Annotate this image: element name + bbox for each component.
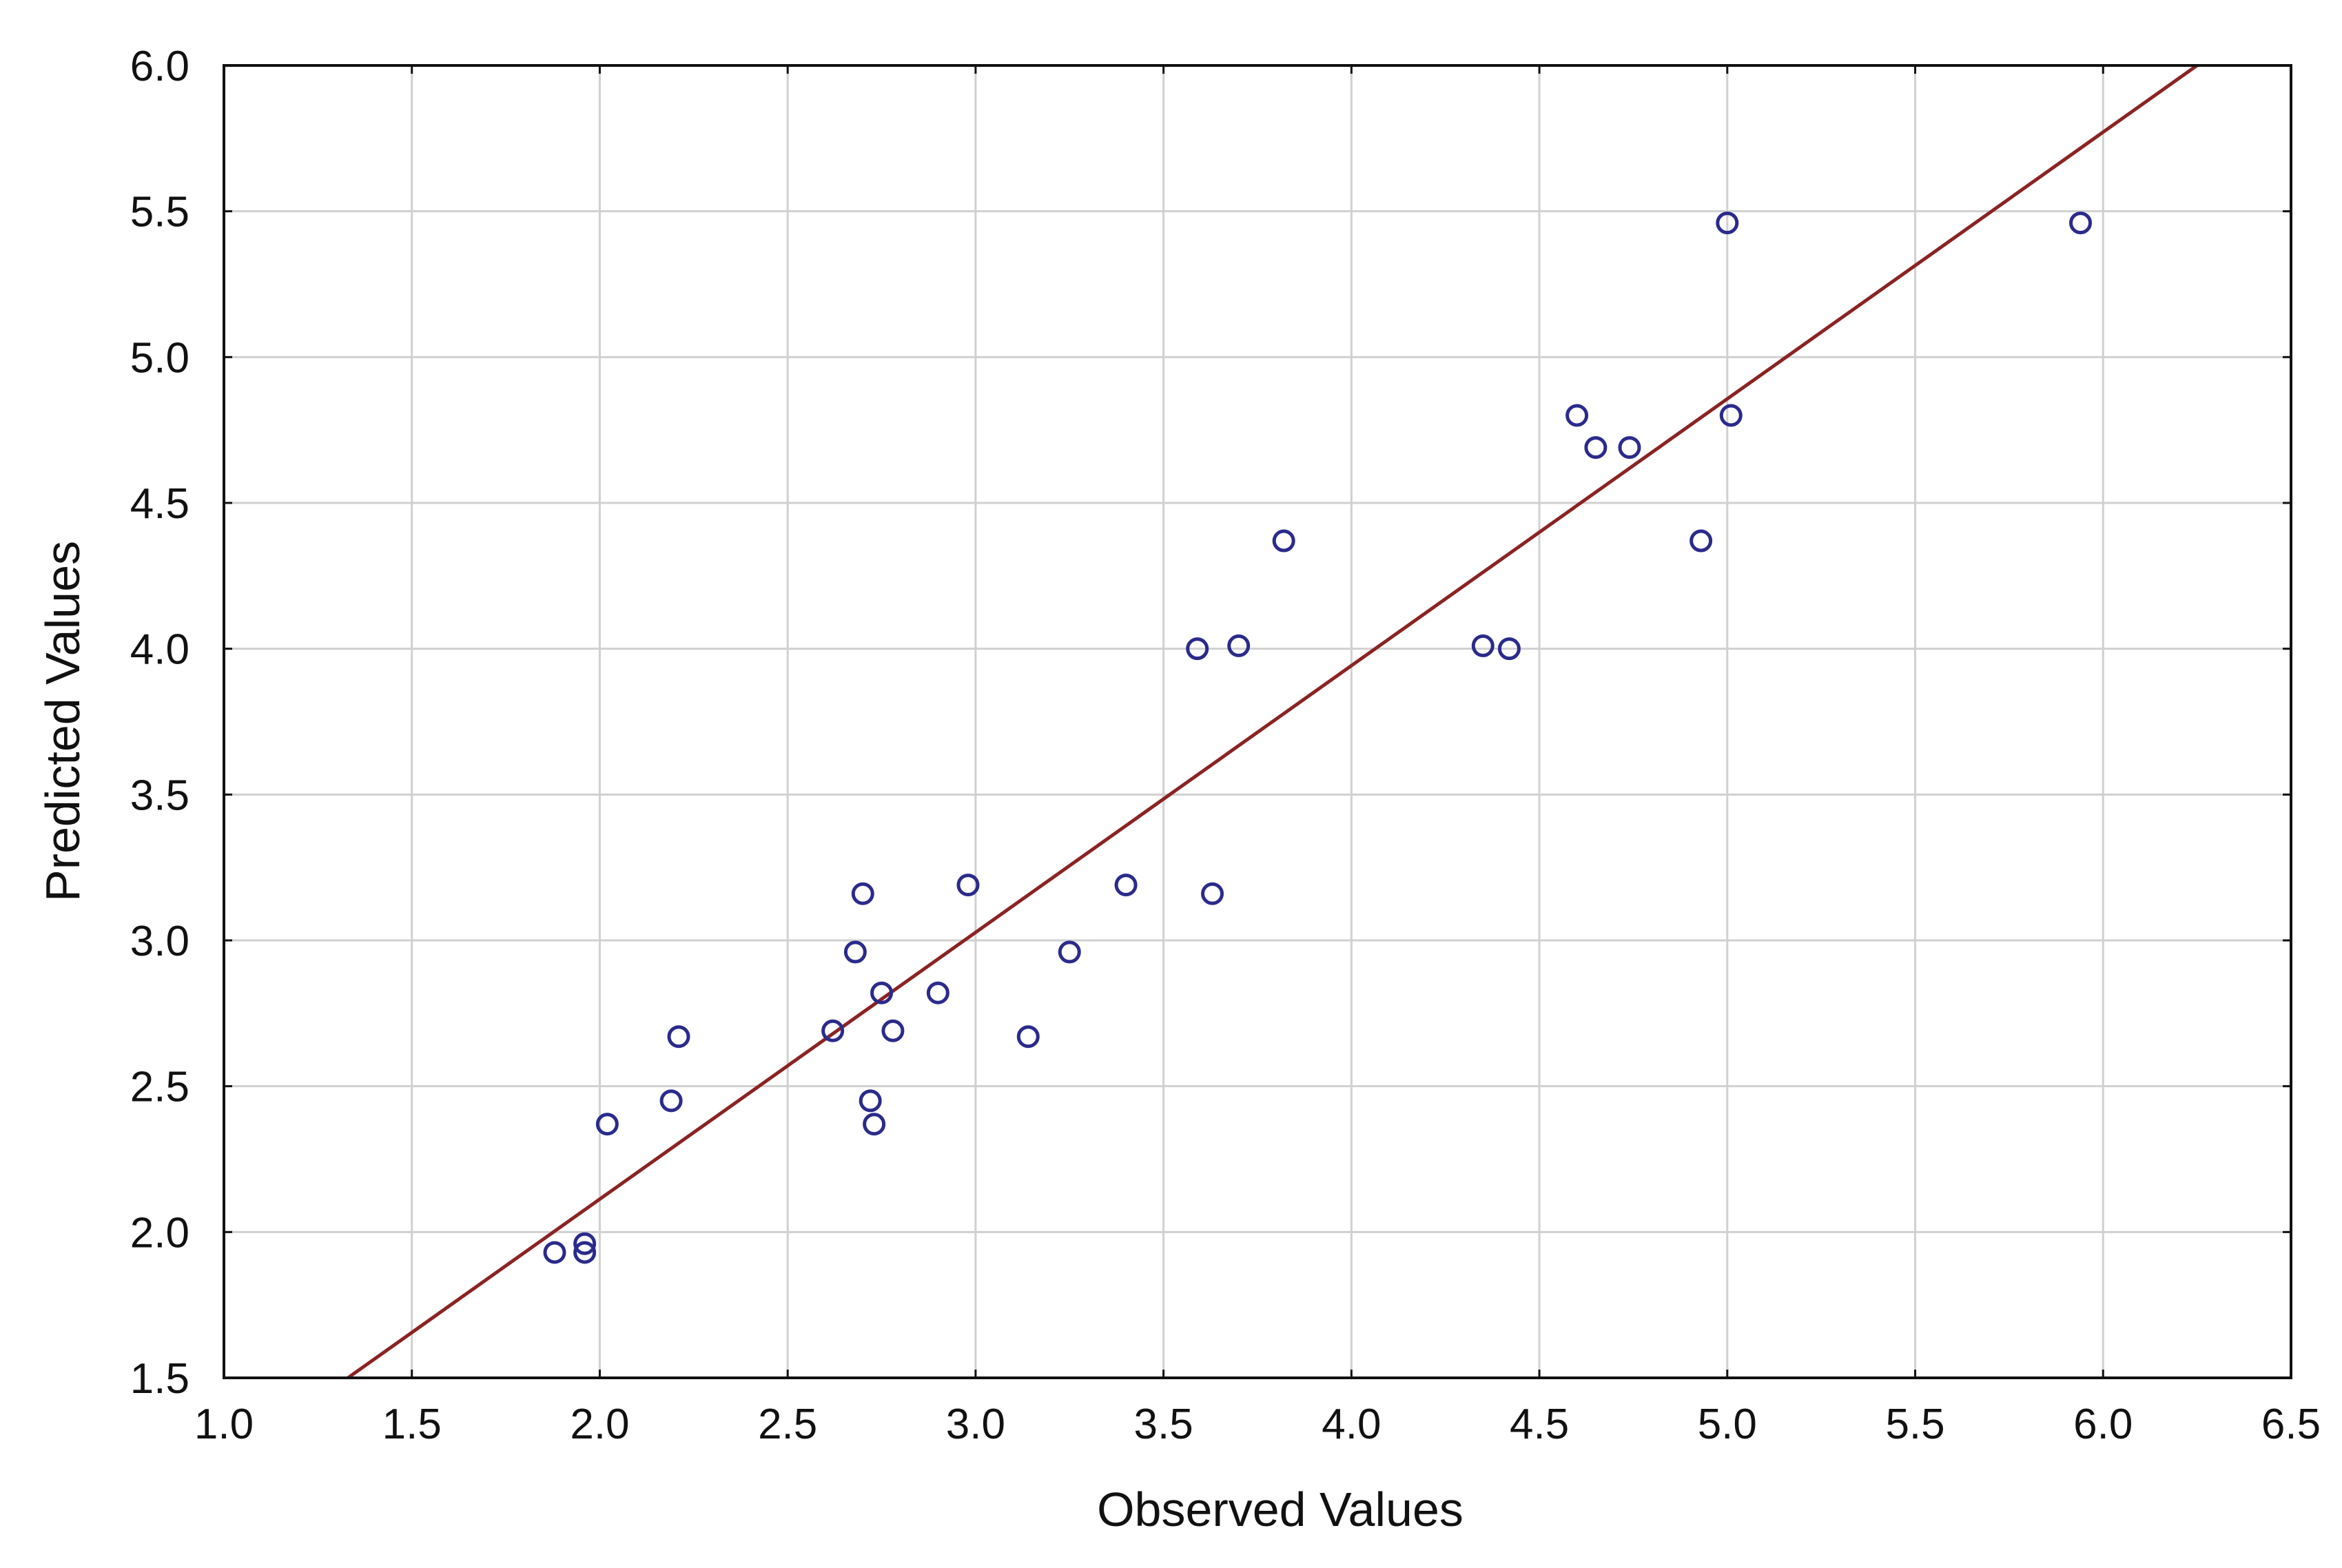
data-point	[881, 1019, 905, 1042]
data-point	[926, 981, 949, 1004]
x-tick-label: 1.5	[382, 1401, 442, 1448]
x-tick-label: 6.0	[2073, 1401, 2133, 1448]
data-point	[1618, 436, 1641, 460]
points-layer	[543, 212, 2093, 1264]
x-tick-label: 5.5	[1885, 1401, 1944, 1448]
data-point	[1719, 404, 1743, 427]
x-tick-labels: 1.0 1.5 2.0 2.5 3.0 3.5 4.0 4.5 5.0 5.5 6.0 6.5	[194, 1401, 2321, 1448]
data-point	[1186, 637, 1209, 661]
x-tick-label: 1.0	[194, 1401, 254, 1448]
y-tick-labels: 1.5 2.0 2.5 3.0 3.5 4.0 4.5 5.0 5.5 6.0	[130, 43, 189, 1403]
data-point	[1497, 637, 1521, 661]
data-point	[667, 1025, 690, 1049]
data-point	[821, 1019, 845, 1042]
data-point	[843, 940, 867, 964]
data-point	[1565, 404, 1589, 427]
data-point	[595, 1113, 619, 1136]
y-tick-label: 5.5	[130, 189, 189, 236]
data-point	[1716, 212, 1739, 235]
data-point	[870, 981, 894, 1004]
y-tick-label: 3.0	[130, 918, 189, 965]
y-tick-label: 4.0	[130, 626, 189, 674]
data-point	[1584, 436, 1607, 460]
y-tick-label: 4.5	[130, 480, 189, 528]
data-point	[1227, 634, 1251, 657]
data-point	[573, 1241, 597, 1264]
x-axis-label: Observed Values	[1097, 1483, 1463, 1536]
grid	[224, 65, 2291, 1378]
data-point	[863, 1113, 886, 1136]
plot-frame	[223, 64, 2292, 1379]
x-tick-label: 3.5	[1134, 1401, 1193, 1448]
y-tick-label: 2.5	[130, 1064, 189, 1111]
fit-line-layer	[347, 63, 2199, 1380]
x-tick-label: 4.5	[1510, 1401, 1569, 1448]
data-point	[1114, 874, 1138, 897]
x-tick-label: 2.5	[758, 1401, 817, 1448]
y-tick-label: 6.0	[130, 43, 189, 90]
data-point	[1058, 940, 1081, 964]
data-point	[1471, 634, 1494, 657]
data-point	[2069, 212, 2093, 235]
data-point	[659, 1089, 683, 1113]
data-point	[573, 1232, 597, 1255]
y-axis-label: Predicted Values	[36, 541, 90, 902]
data-point	[1689, 529, 1713, 553]
data-point	[1272, 529, 1295, 553]
data-point	[851, 882, 874, 905]
x-tick-label: 6.5	[2261, 1401, 2321, 1448]
data-point	[1016, 1025, 1040, 1049]
y-tick-label: 5.0	[130, 334, 189, 382]
data-point	[1201, 882, 1224, 905]
x-tick-label: 5.0	[1698, 1401, 1757, 1448]
regression-line	[347, 63, 2199, 1380]
x-tick-label: 2.0	[570, 1401, 629, 1448]
data-point	[859, 1089, 882, 1113]
y-tick-label: 2.0	[130, 1209, 189, 1257]
x-tick-label: 3.0	[946, 1401, 1005, 1448]
x-tick-label: 4.0	[1322, 1401, 1381, 1448]
data-point	[956, 874, 980, 897]
data-point	[543, 1241, 566, 1264]
y-tick-label: 1.5	[130, 1355, 189, 1403]
y-tick-label: 3.5	[130, 772, 189, 819]
